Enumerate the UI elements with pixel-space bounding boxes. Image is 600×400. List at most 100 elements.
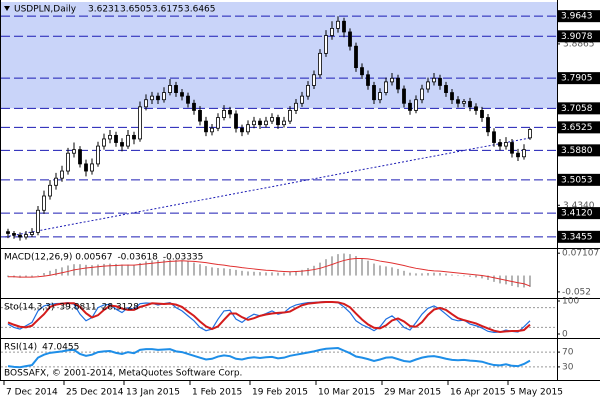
candle-body [300, 95, 304, 104]
candle-body [336, 20, 340, 29]
level-box [558, 102, 600, 115]
histogram-bar [61, 267, 63, 276]
candle-body [60, 170, 64, 179]
level-box [558, 144, 600, 157]
histogram-bar [397, 268, 399, 276]
histogram-bar [427, 273, 429, 276]
histogram-bar [127, 264, 129, 276]
histogram-bar [253, 271, 255, 276]
level-label: 3.9078 [561, 32, 593, 42]
level-label: 3.9643 [561, 12, 593, 22]
candle-body [114, 134, 118, 143]
candle-body [516, 152, 520, 158]
y-tick-label: 0 [562, 330, 568, 340]
y-tick-label: 70 [562, 348, 574, 358]
x-tick-label: 13 Jan 2015 [126, 388, 180, 398]
candle-body [426, 81, 430, 90]
close-value: 3.6465 [184, 5, 216, 15]
candle-body [492, 131, 496, 143]
y-tick-label: 30 [562, 362, 574, 372]
copyright: BOSSAFX, © 2001-2014, MetaQuotes Softwar… [4, 369, 242, 379]
level-box [558, 121, 600, 134]
candle-body [396, 77, 400, 90]
histogram-bar [295, 271, 297, 276]
level-box [558, 230, 600, 243]
candle-body [282, 120, 286, 126]
histogram-bar [511, 275, 513, 286]
histogram-bar [301, 269, 303, 276]
candle-body [330, 27, 334, 36]
level-label: 3.7905 [561, 74, 593, 84]
histogram-bar [313, 265, 315, 276]
candle-body [126, 134, 130, 147]
candle-body [228, 110, 232, 115]
histogram-bar [307, 267, 309, 276]
candle-body [54, 177, 58, 186]
level-box [558, 173, 600, 186]
candle-body [90, 163, 94, 172]
candle-body [294, 102, 298, 111]
histogram-bar [463, 275, 465, 277]
indicator-value: -0.03618 [117, 253, 158, 263]
histogram-bar [283, 272, 285, 276]
y-tick-label: -0.052 [562, 287, 591, 297]
histogram-bar [259, 272, 261, 276]
candle-body [360, 67, 364, 76]
candle-body [72, 149, 76, 154]
candle-body [420, 88, 424, 101]
indicator-line [7, 300, 531, 334]
candle-body [132, 134, 136, 140]
indicator-line [7, 301, 531, 333]
histogram-bar [241, 270, 243, 276]
histogram-bar [97, 264, 99, 276]
candle-body [222, 110, 226, 118]
histogram-bar [475, 275, 477, 278]
candle-body [384, 81, 388, 93]
histogram-bar [43, 273, 45, 276]
histogram-bar [361, 258, 363, 276]
candle-body [162, 92, 166, 101]
candle-body [264, 120, 268, 126]
candle-body [432, 77, 436, 83]
x-tick-label: 25 Dec 2014 [66, 388, 124, 398]
y-tick-label: 0.07107 [562, 249, 599, 259]
histogram-bar [331, 256, 333, 276]
candle-body [288, 110, 292, 122]
candle-body [276, 117, 280, 126]
candle-body [138, 106, 142, 140]
high-value: 3.6505 [120, 5, 152, 15]
histogram-bar [379, 265, 381, 276]
candle-body [306, 85, 310, 97]
candle-body [12, 233, 16, 236]
candle-body [234, 113, 238, 129]
candle-body [102, 138, 106, 147]
indicator-title: Sto(14,3,3) [4, 303, 54, 313]
candle-body [372, 85, 376, 101]
histogram-bar [265, 272, 267, 276]
candle-body [438, 77, 442, 86]
histogram-bar [385, 266, 387, 276]
candle-body [198, 110, 202, 122]
candle-body [240, 127, 244, 133]
histogram-bar [91, 265, 93, 276]
candle-body [108, 134, 112, 140]
indicator-value: 39.8811 [59, 303, 96, 313]
candle-body [258, 120, 262, 126]
histogram-bar [355, 256, 357, 276]
chart-title: USDPLN,Daily [14, 5, 77, 15]
candle-body [318, 52, 322, 76]
level-label: 3.6525 [561, 123, 593, 133]
candle-body [210, 127, 214, 133]
histogram-bar [325, 259, 327, 276]
candle-body [42, 195, 46, 211]
histogram-bar [445, 273, 447, 276]
low-value: 3.6175 [152, 5, 184, 15]
candle-body [378, 92, 382, 101]
x-tick-label: 1 Feb 2015 [192, 388, 242, 398]
histogram-bar [151, 260, 153, 276]
indicator-line [8, 258, 531, 287]
histogram-bar [319, 262, 321, 276]
candle-body [216, 117, 220, 129]
candle-body [48, 184, 52, 197]
